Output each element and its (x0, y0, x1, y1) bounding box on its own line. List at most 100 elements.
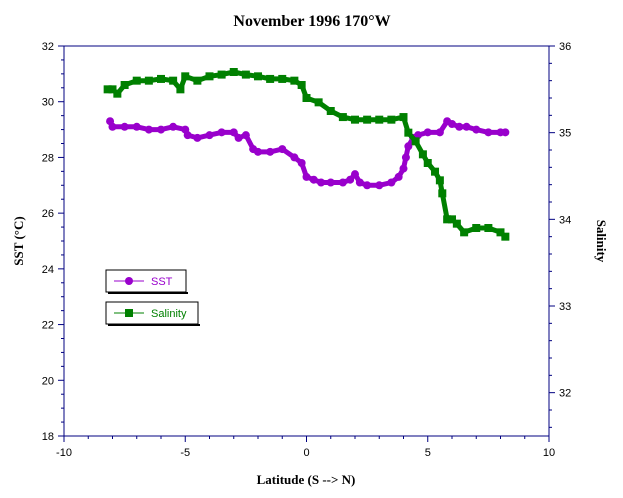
salinity-point (418, 150, 427, 159)
sst-point (108, 122, 117, 131)
salinity-point (169, 76, 178, 85)
salinity-point (387, 115, 396, 124)
salinity-point (314, 98, 323, 107)
salinity-point (108, 85, 117, 94)
legend-item-salinity: Salinity (105, 301, 200, 326)
x-tick-label: 5 (425, 447, 431, 459)
left-tick-label: 32 (42, 41, 54, 53)
left-axis-ticks: 18 20 22 24 26 28 30 32 (42, 41, 64, 443)
salinity-point (157, 74, 165, 83)
sst-point (462, 122, 471, 131)
sst-point (234, 133, 243, 142)
salinity-point (229, 68, 238, 76)
salinity-point (351, 115, 359, 124)
sst-point (157, 125, 165, 134)
legend-label-salinity: Salinity (151, 308, 187, 320)
sst-point (399, 164, 408, 173)
salinity-point (176, 85, 185, 94)
sst-series (106, 117, 510, 190)
sst-point (132, 122, 141, 131)
sst-point (423, 128, 432, 137)
sst-point (472, 125, 481, 134)
sst-point (401, 153, 410, 162)
salinity-point (438, 189, 447, 198)
x-tick-label: -10 (56, 447, 72, 459)
legend: SST Salinity (105, 269, 200, 326)
right-tick-label: 33 (559, 301, 571, 313)
sst-point (317, 178, 326, 187)
right-tick-label: 32 (559, 388, 571, 400)
salinity-point (448, 215, 456, 224)
sst-point (254, 147, 262, 156)
sst-point (193, 133, 202, 142)
sst-point (278, 145, 287, 154)
x-tick-label: 0 (303, 447, 309, 459)
legend-shadow-salinity (108, 324, 200, 326)
salinity-point (460, 228, 469, 237)
salinity-point (266, 74, 275, 83)
sst-point (183, 131, 192, 140)
right-axis-ticks: 32 33 34 35 36 (549, 41, 571, 428)
salinity-point (501, 232, 510, 241)
salinity-point (144, 76, 153, 85)
salinity-point (241, 70, 250, 79)
salinity-point (193, 76, 202, 85)
salinity-point (411, 137, 420, 146)
right-tick-label: 36 (559, 41, 571, 53)
chart-title: November 1996 170°W (233, 13, 390, 30)
x-axis-label: Latitude (S --> N) (257, 472, 356, 487)
sst-point (355, 178, 364, 187)
salinity-point (443, 215, 452, 224)
salinity-point (435, 176, 444, 185)
sst-point (241, 131, 250, 140)
salinity-point (278, 74, 287, 83)
sst-point (501, 128, 510, 137)
salinity-point (217, 70, 226, 79)
salinity-point (472, 224, 481, 232)
legend-marker-sst (125, 277, 133, 285)
salinity-point (423, 159, 432, 167)
x-tick-label: -5 (180, 447, 190, 459)
x-axis-ticks: -10 -5 0 5 10 (56, 436, 555, 459)
left-tick-label: 24 (42, 264, 54, 276)
sst-point (266, 147, 275, 156)
sst-point (326, 178, 335, 187)
salinity-point (431, 167, 440, 176)
sst-point (309, 175, 318, 184)
left-tick-label: 18 (42, 431, 54, 443)
sst-point (169, 122, 178, 131)
legend-marker-salinity (125, 309, 133, 317)
salinity-point (326, 107, 335, 115)
sst-point (120, 122, 129, 131)
sst-point (144, 125, 153, 134)
salinity-point (113, 89, 122, 98)
sst-point (229, 128, 238, 137)
sst-point (375, 181, 384, 190)
salinity-point (338, 113, 347, 122)
salinity-point (120, 81, 129, 89)
salinity-point (375, 115, 384, 124)
right-axis-label: Salinity (594, 220, 609, 263)
salinity-point (363, 115, 372, 124)
salinity-point (254, 72, 262, 81)
salinity-point (103, 85, 112, 94)
legend-shadow-sst (108, 292, 188, 294)
salinity-series (103, 68, 510, 241)
sst-point (435, 128, 444, 137)
sst-point (404, 142, 413, 151)
left-tick-label: 30 (42, 97, 54, 109)
sst-point (338, 178, 347, 187)
sst-point (205, 131, 214, 140)
salinity-point (496, 228, 505, 237)
salinity-point (452, 219, 461, 228)
left-tick-label: 26 (42, 208, 54, 220)
sst-point (351, 170, 359, 179)
plot-frame (63, 45, 550, 437)
left-tick-label: 28 (42, 152, 54, 164)
legend-label-sst: SST (151, 276, 173, 288)
salinity-point (297, 81, 306, 89)
sst-point (297, 159, 306, 167)
sst-point (448, 120, 456, 128)
salinity-point (181, 72, 190, 81)
